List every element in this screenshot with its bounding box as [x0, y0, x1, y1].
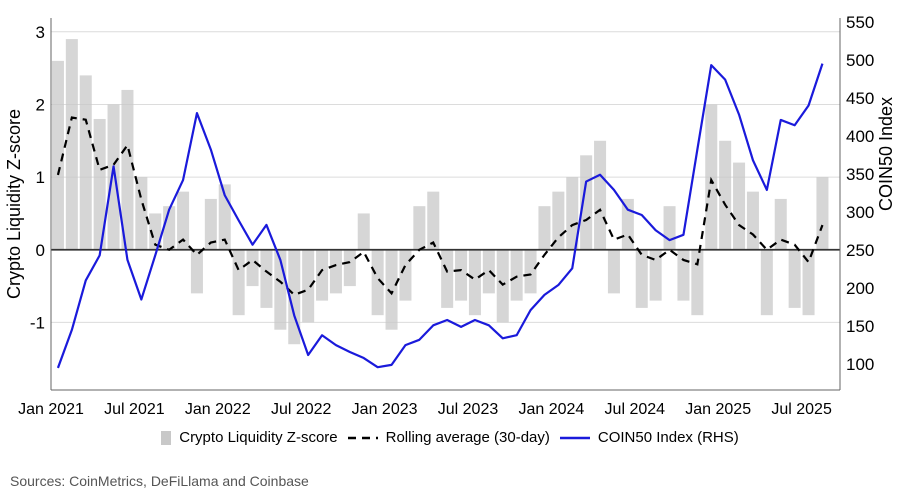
y2-tick-label: 300: [846, 203, 874, 222]
zscore-bar: [135, 177, 148, 250]
y-tick-label: 0: [36, 241, 45, 260]
x-tick-label: Jan 2021: [18, 401, 84, 418]
zscore-bar: [232, 249, 245, 316]
zscore-bar: [468, 249, 481, 316]
x-tick-label: Jan 2024: [518, 401, 584, 418]
zscore-bar: [719, 140, 732, 250]
zscore-bar: [246, 249, 259, 287]
x-tick-label: Jul 2024: [605, 401, 666, 418]
y2-tick-label: 550: [846, 13, 874, 32]
x-tick-label: Jul 2023: [438, 401, 499, 418]
zscore-bar: [399, 249, 412, 301]
legend-bar-swatch: [161, 430, 172, 445]
zscore-bar: [79, 75, 92, 250]
x-tick-label: Jan 2025: [685, 401, 751, 418]
zscore-bar: [816, 177, 829, 250]
zscore-bar: [733, 162, 746, 250]
zscore-bar: [51, 60, 64, 250]
coin50-line: [56, 63, 824, 369]
zscore-bar: [177, 191, 190, 250]
zscore-bar: [705, 104, 718, 250]
zscore-bar: [524, 249, 537, 294]
x-tick-label: Jul 2025: [771, 401, 832, 418]
zscore-bar: [149, 213, 162, 250]
y2-tick-label: 450: [846, 89, 874, 108]
legend-line-swatch: [559, 436, 590, 439]
zscore-bar: [788, 249, 801, 308]
zscore-bar: [663, 206, 676, 250]
zscore-bar: [691, 249, 704, 316]
zscore-bar: [649, 249, 662, 301]
zscore-bar: [635, 249, 648, 308]
y2-axis-title: COIN50 Index: [876, 97, 896, 211]
zscore-bar: [329, 249, 342, 294]
zscore-bar: [760, 249, 773, 316]
zscore-bar: [357, 213, 370, 250]
y-axis-title: Crypto Liquidity Z-score: [4, 109, 24, 299]
legend-item-zscore: Crypto Liquidity Z-score: [161, 429, 338, 446]
zscore-bar: [510, 249, 523, 301]
y-tick-label: 1: [36, 168, 45, 187]
y2-tick-label: 100: [846, 355, 874, 374]
zscore-bar: [65, 39, 78, 250]
zscore-bar: [413, 206, 426, 250]
y-tick-label: 2: [36, 95, 45, 114]
zscore-bar: [316, 249, 329, 301]
legend-item-coin50: COIN50 Index (RHS): [559, 429, 739, 446]
zscore-bar: [746, 191, 759, 250]
y2-tick-label: 350: [846, 165, 874, 184]
x-tick-label: Jul 2022: [271, 401, 332, 418]
x-tick-label: Jan 2022: [185, 401, 251, 418]
sources-note: Sources: CoinMetrics, DeFiLlama and Coin…: [10, 473, 309, 489]
zscore-bar: [594, 140, 607, 250]
zscore-bar: [371, 249, 384, 316]
y-tick-label: 3: [36, 23, 45, 42]
legend-label-coin50: COIN50 Index (RHS): [597, 429, 739, 446]
zscore-bar: [343, 249, 356, 287]
legend: Crypto Liquidity Z-score Rolling average…: [0, 429, 900, 446]
y2-tick-label: 200: [846, 279, 874, 298]
zscore-bar: [121, 89, 134, 250]
y2-tick-label: 250: [846, 241, 874, 260]
y2-tick-label: 150: [846, 317, 874, 336]
rolling-average-line: [56, 116, 824, 297]
y2-tick-label: 400: [846, 127, 874, 146]
zscore-bar: [802, 249, 815, 316]
legend-dash-swatch: [347, 436, 378, 439]
zscore-bar: [260, 249, 273, 308]
zscore-bar: [427, 191, 440, 250]
zscore-bar: [496, 249, 509, 323]
zscore-bar: [107, 104, 120, 250]
zscore-bar: [385, 249, 398, 330]
legend-label-rolling: Rolling average (30-day): [385, 429, 550, 446]
zscore-bar: [190, 249, 203, 294]
legend-item-rolling: Rolling average (30-day): [347, 429, 550, 446]
zscore-bar: [566, 177, 579, 250]
x-tick-label: Jan 2023: [352, 401, 418, 418]
zscore-bar: [288, 249, 301, 345]
chart-svg: 3 2 1 0 -1 550 500 450 400 350 300 250 200 150 100 Jan …: [4, 13, 896, 418]
zscore-bar: [204, 198, 217, 250]
zscore-bar: [302, 249, 315, 323]
x-tick-label: Jul 2021: [104, 401, 165, 418]
zscore-bar: [455, 249, 468, 301]
y-tick-label: -1: [30, 313, 45, 332]
zscore-bar: [441, 249, 454, 308]
zscore-bar: [538, 206, 551, 250]
y2-tick-label: 500: [846, 51, 874, 70]
zscore-bar: [607, 249, 620, 294]
legend-label-zscore: Crypto Liquidity Z-score: [179, 429, 338, 446]
zscore-bar: [93, 118, 106, 250]
zscore-bar: [774, 198, 787, 250]
zscore-bar: [677, 249, 690, 301]
